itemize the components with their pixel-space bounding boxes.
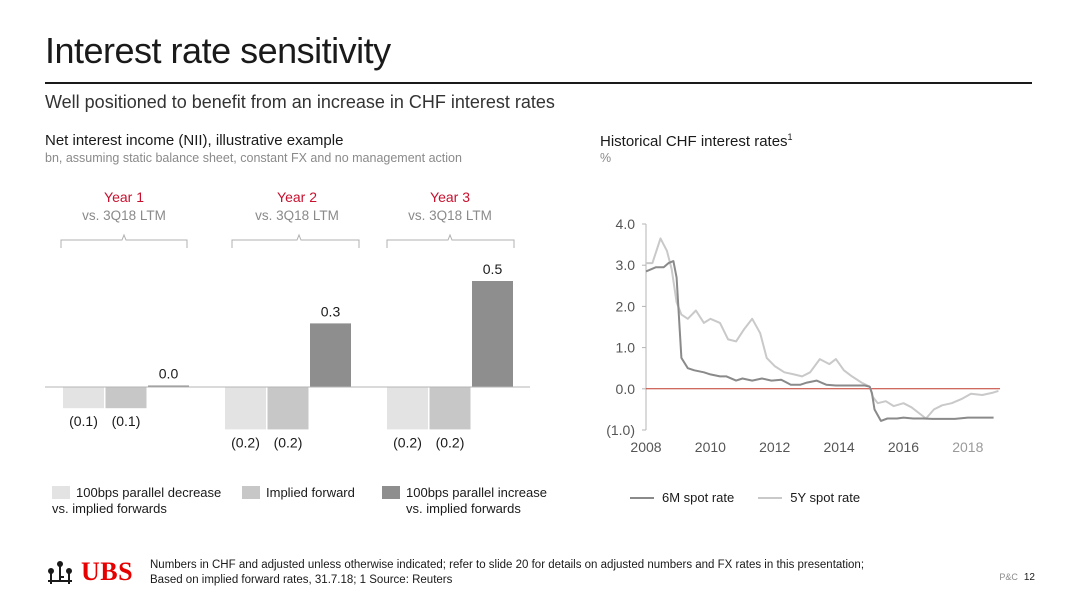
legend-text-increase: 100bps parallel increase vs. implied for… bbox=[406, 485, 547, 517]
x-tick-label: 2008 bbox=[630, 439, 661, 455]
right-chart-subtitle: % bbox=[600, 151, 612, 165]
legend-line-6m bbox=[630, 497, 654, 499]
legend-label-5y: 5Y spot rate bbox=[790, 490, 861, 505]
page-tag: P&C 12 bbox=[999, 572, 1035, 583]
page-subtitle: Well positioned to benefit from an incre… bbox=[45, 92, 555, 112]
group-label-year-2: Year 2 bbox=[277, 189, 317, 205]
legend-item-increase: 100bps parallel increase vs. implied for… bbox=[382, 485, 572, 517]
bar-increase-3 bbox=[472, 281, 513, 387]
legend-label-6m: 6M spot rate bbox=[662, 490, 735, 505]
page-number: 12 bbox=[1023, 572, 1035, 583]
bar-decrease-1 bbox=[63, 387, 104, 409]
y-tick-label: 2.0 bbox=[616, 298, 636, 314]
page-title: Interest rate sensitivity bbox=[45, 30, 391, 71]
series-5y-spot-rate-line bbox=[646, 237, 999, 420]
legend-swatch-implied bbox=[242, 486, 260, 499]
legend-line1: 100bps parallel increase bbox=[406, 485, 547, 500]
nii-bar-chart: Year 1 vs. 3Q18 LTM Year 2 vs. 3Q18 LTM … bbox=[45, 189, 530, 450]
x-tick-label: 2012 bbox=[759, 439, 790, 455]
group-sublabel-year-3: vs. 3Q18 LTM bbox=[408, 208, 492, 223]
bar-label-increase-3: 0.5 bbox=[483, 261, 503, 277]
right-chart-title-text: Historical CHF interest rates bbox=[600, 133, 788, 150]
bar-label-implied-3: (0.2) bbox=[436, 434, 465, 450]
ubs-logo: UBS bbox=[45, 557, 133, 587]
series-6m-spot-rate-line bbox=[645, 260, 994, 422]
chf-rates-line-chart: 4.0 3.0 2.0 1.0 0.0 (1.0)2008 2010 2012 2014 2016… bbox=[606, 216, 1000, 455]
footer-line-1: Numbers in CHF and adjusted unless other… bbox=[150, 559, 865, 571]
legend-item-implied: Implied forward bbox=[242, 485, 382, 517]
x-tick-label: 2018 bbox=[952, 439, 983, 455]
bar-implied-1 bbox=[105, 387, 147, 409]
legend-line2: vs. implied forwards bbox=[52, 501, 167, 516]
group-sublabel-year-1: vs. 3Q18 LTM bbox=[82, 208, 166, 223]
legend-text-decrease: 100bps parallel decrease vs. implied for… bbox=[52, 485, 222, 517]
bar-label-increase-1: 0.0 bbox=[159, 366, 179, 382]
bar-implied-2 bbox=[267, 387, 309, 430]
legend-item-decrease: 100bps parallel decrease vs. implied for… bbox=[52, 485, 242, 517]
bracket-year-3 bbox=[386, 233, 515, 248]
bar-increase-1 bbox=[148, 385, 189, 387]
legend-line-5y bbox=[758, 497, 783, 499]
x-tick-label: 2010 bbox=[695, 439, 726, 455]
group-brackets bbox=[60, 233, 515, 248]
group-sublabel-year-2: vs. 3Q18 LTM bbox=[255, 208, 339, 223]
bar-label-decrease-2: (0.2) bbox=[231, 434, 260, 450]
page-tag-label: P&C bbox=[999, 572, 1018, 582]
legend-text-implied: Implied forward bbox=[266, 485, 355, 500]
x-tick-label: 2016 bbox=[888, 439, 919, 455]
y-tick-label: 4.0 bbox=[616, 216, 636, 232]
group-label-year-3: Year 3 bbox=[430, 189, 470, 205]
bar-label-implied-2: (0.2) bbox=[274, 434, 303, 450]
legend-item-6m: 6M spot rate bbox=[630, 490, 734, 506]
bracket-year-1 bbox=[60, 233, 188, 248]
y-tick-label: 0.0 bbox=[616, 381, 636, 397]
bar-decrease-3 bbox=[387, 387, 428, 430]
legend-swatch-increase bbox=[382, 486, 400, 499]
bar-legend: 100bps parallel decrease vs. implied for… bbox=[52, 485, 572, 517]
y-tick-label: 3.0 bbox=[616, 257, 636, 273]
ubs-keys-icon bbox=[48, 561, 72, 584]
bar-label-increase-2: 0.3 bbox=[321, 303, 341, 319]
legend-item-5y: 5Y spot rate bbox=[758, 490, 860, 506]
footer-notes: Numbers in CHF and adjusted unless other… bbox=[150, 558, 864, 588]
legend-line2: vs. implied forwards bbox=[406, 501, 521, 516]
left-chart-title: Net interest income (NII), illustrative … bbox=[45, 132, 344, 149]
bar-decrease-2 bbox=[225, 387, 266, 430]
right-chart-title: Historical CHF interest rates1 bbox=[600, 132, 793, 150]
bracket-year-2 bbox=[231, 233, 360, 248]
footer-line-2: Based on implied forward rates, 31.7.18;… bbox=[150, 574, 453, 586]
group-label-year-1: Year 1 bbox=[104, 189, 144, 205]
x-tick-label: 2014 bbox=[824, 439, 855, 455]
ubs-wordmark: UBS bbox=[81, 557, 134, 586]
legend-swatch-decrease bbox=[52, 486, 70, 499]
right-chart-title-footnote: 1 bbox=[787, 132, 793, 142]
y-tick-label: 1.0 bbox=[616, 340, 636, 356]
bar-label-decrease-3: (0.2) bbox=[393, 434, 422, 450]
bar-label-implied-1: (0.1) bbox=[112, 413, 141, 429]
title-divider bbox=[45, 82, 1032, 84]
left-chart-subtitle: bn, assuming static balance sheet, const… bbox=[45, 151, 462, 165]
bar-label-decrease-1: (0.1) bbox=[69, 413, 98, 429]
line-legend: 6M spot rate 5Y spot rate bbox=[630, 490, 860, 506]
legend-line1: 100bps parallel decrease bbox=[76, 485, 222, 500]
y-tick-label: (1.0) bbox=[606, 422, 635, 438]
bar-implied-3 bbox=[429, 387, 471, 430]
bar-increase-2 bbox=[310, 323, 351, 387]
